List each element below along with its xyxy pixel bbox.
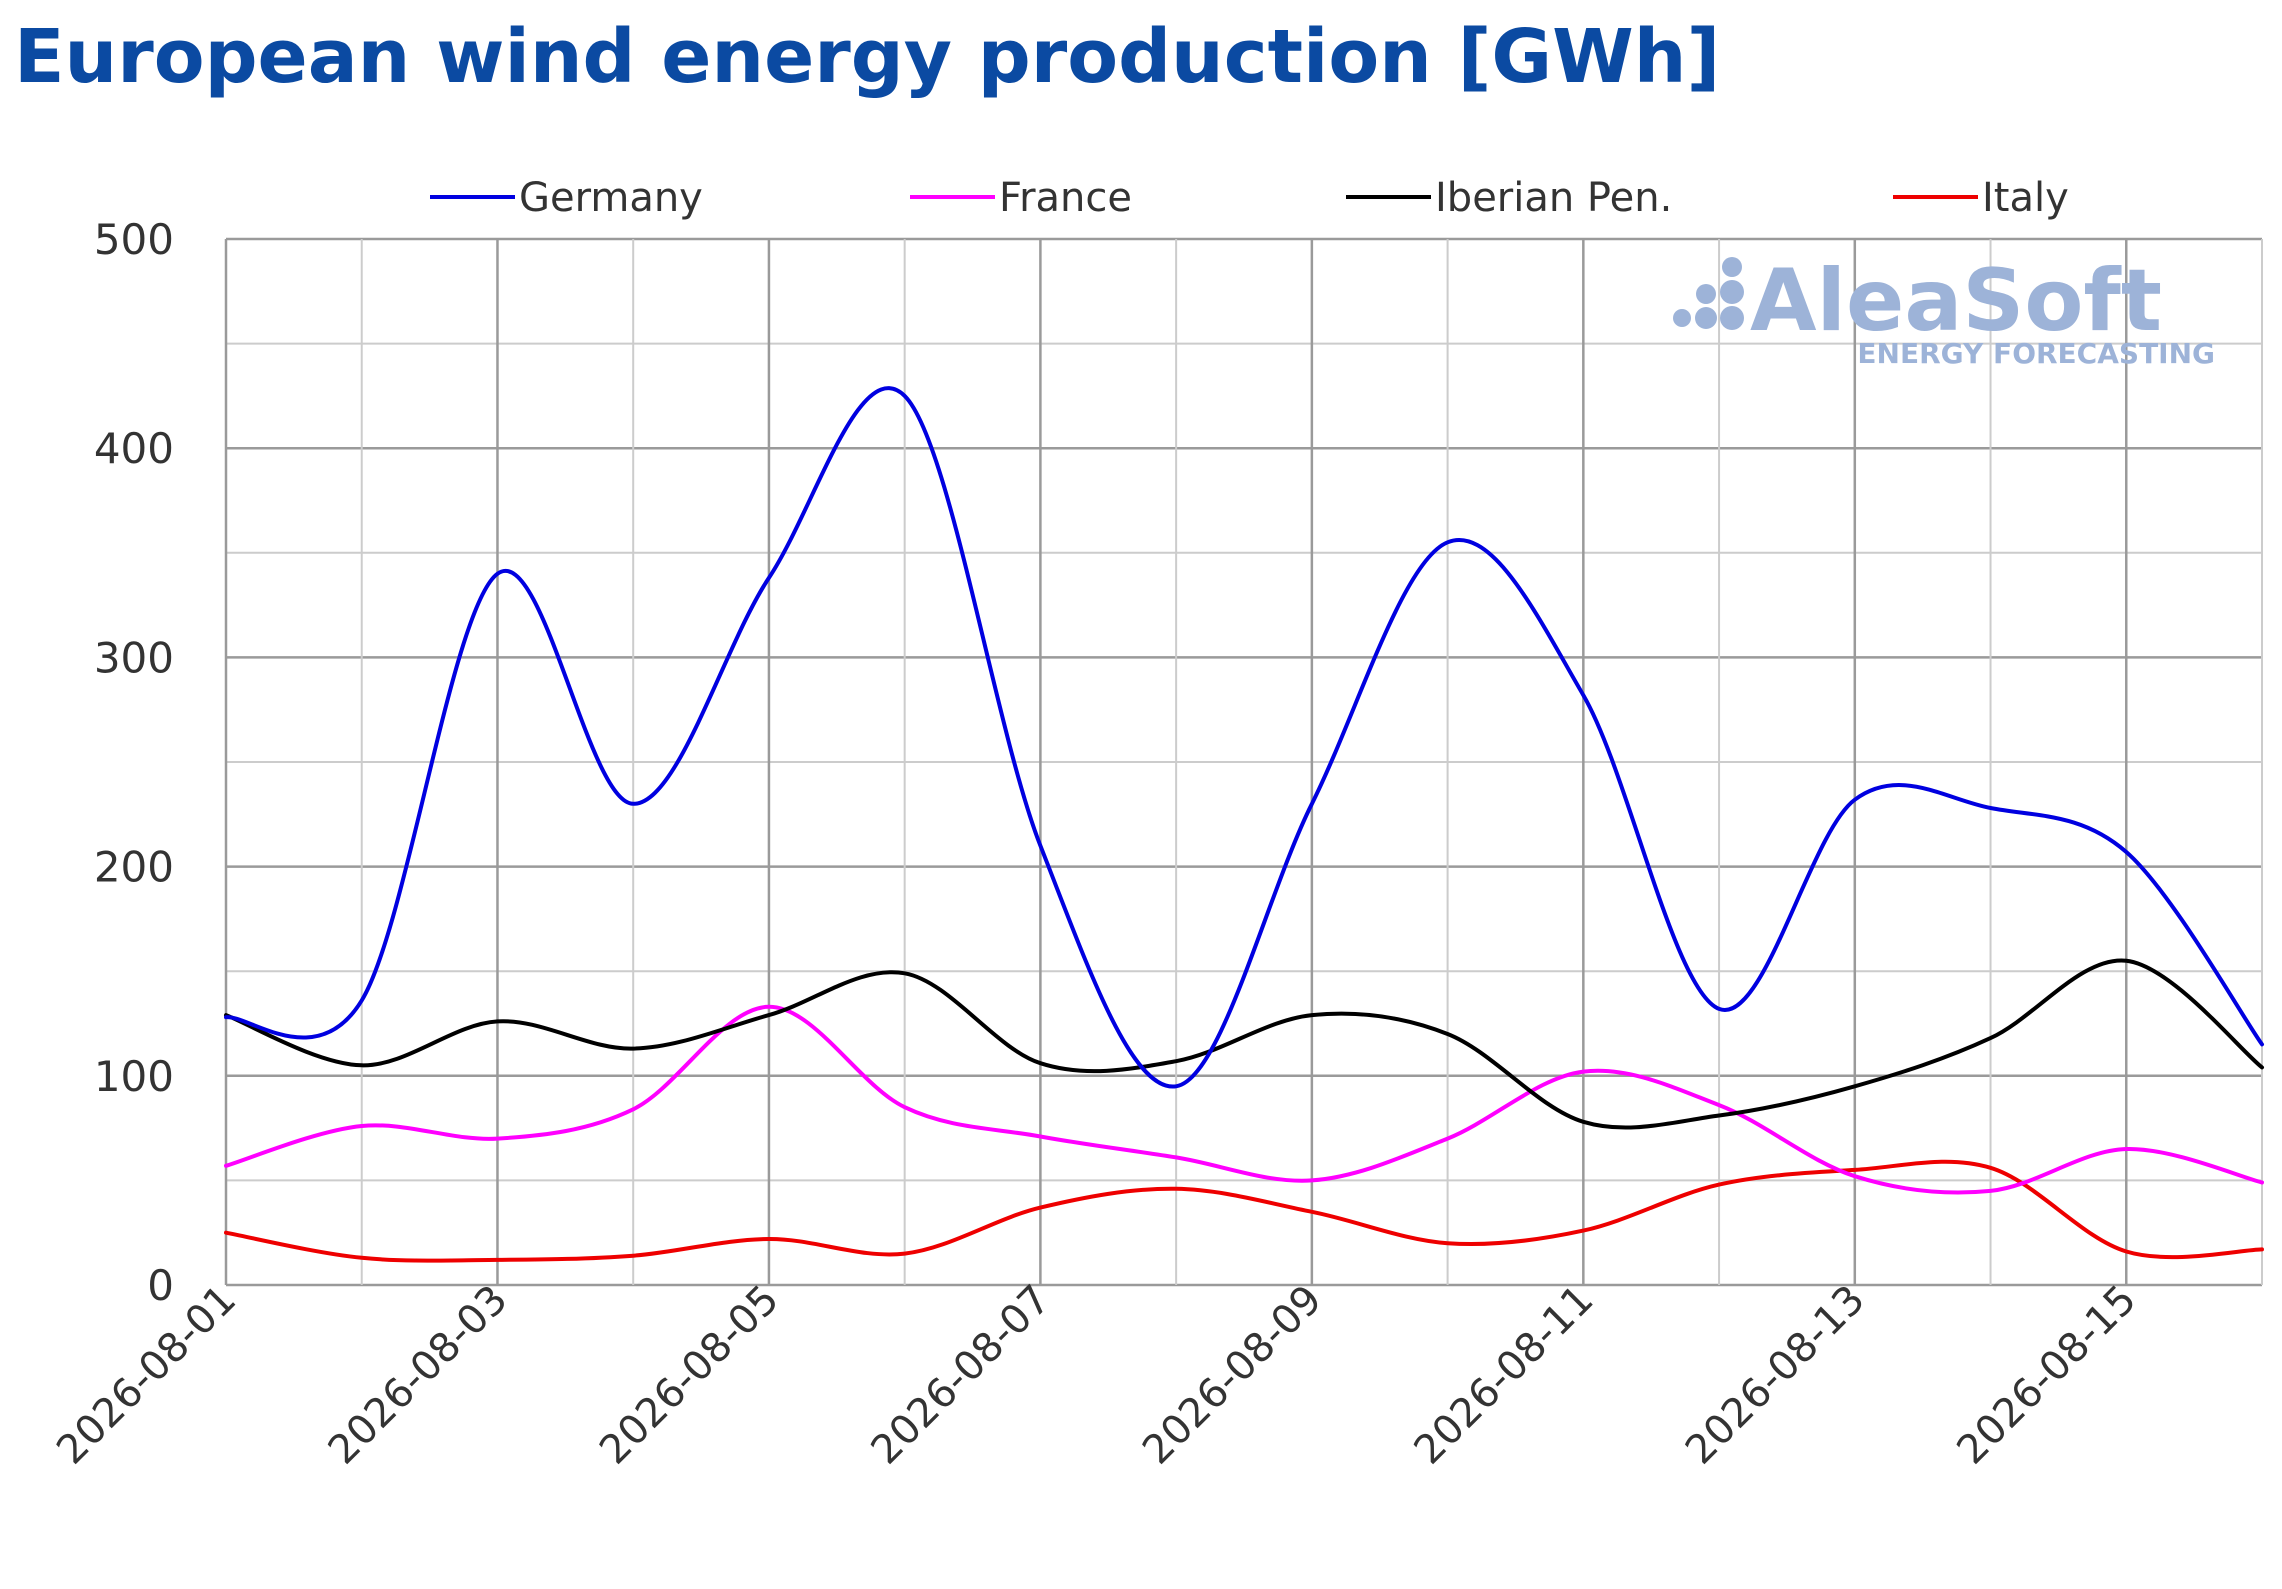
series-line-germany bbox=[224, 386, 2264, 1089]
series-line-italy bbox=[224, 1159, 2264, 1263]
legend-item-france: France bbox=[910, 175, 1132, 221]
series-line-iberian-pen bbox=[224, 958, 2264, 1130]
x-tick-label: 2026-08-11 bbox=[1405, 1277, 1602, 1474]
watermark-tagline: ENERGY FORECASTING bbox=[1857, 337, 2215, 370]
watermark-brand: AleaSoft bbox=[1750, 251, 2162, 351]
legend-item-italy: Italy bbox=[1893, 175, 2069, 221]
chart-legend: Germany France Iberian Pen. Italy bbox=[430, 175, 2069, 221]
chart-series bbox=[224, 386, 2264, 1263]
legend-label-italy: Italy bbox=[1982, 175, 2069, 221]
y-tick-label: 500 bbox=[94, 215, 174, 264]
x-tick-label: 2026-08-09 bbox=[1134, 1277, 1331, 1474]
legend-label-iberian-pen: Iberian Pen. bbox=[1435, 175, 1672, 221]
legend-item-germany: Germany bbox=[430, 175, 703, 221]
chart-title: European wind energy production [GWh] bbox=[14, 14, 1721, 100]
y-tick-label: 400 bbox=[94, 424, 174, 473]
x-tick-label: 2026-08-13 bbox=[1677, 1277, 1874, 1474]
aleasoft-logo-dots-icon bbox=[1673, 257, 1744, 330]
aleasoft-watermark: AleaSoft ENERGY FORECASTING bbox=[1673, 251, 2215, 370]
series-line-france bbox=[224, 1004, 2264, 1195]
legend-label-france: France bbox=[999, 175, 1132, 221]
y-tick-label: 300 bbox=[94, 633, 174, 682]
chart-grid bbox=[224, 237, 2263, 1287]
x-tick-label: 2026-08-03 bbox=[320, 1277, 517, 1474]
legend-label-germany: Germany bbox=[519, 175, 703, 221]
x-tick-label: 2026-08-15 bbox=[1948, 1277, 2145, 1474]
y-tick-label: 200 bbox=[94, 843, 174, 892]
y-tick-label: 0 bbox=[147, 1261, 174, 1310]
legend-item-iberian-pen: Iberian Pen. bbox=[1346, 175, 1672, 221]
x-tick-label: 2026-08-07 bbox=[863, 1277, 1060, 1474]
x-tick-label: 2026-08-05 bbox=[591, 1277, 788, 1474]
y-tick-label: 100 bbox=[94, 1052, 174, 1101]
